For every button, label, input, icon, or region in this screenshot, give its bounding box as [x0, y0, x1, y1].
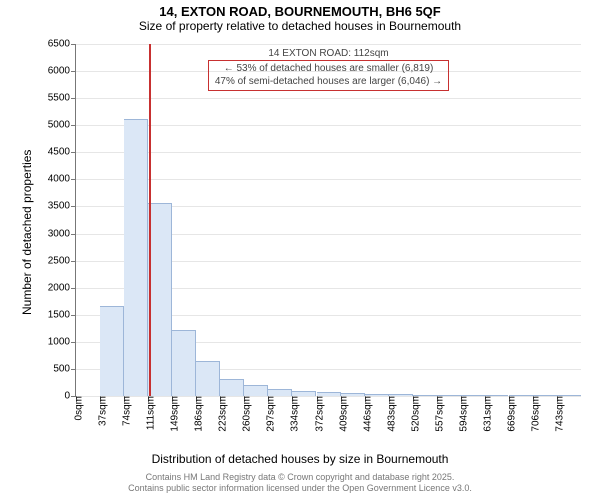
- y-tick-label: 6500: [48, 39, 76, 50]
- y-gridline: [76, 98, 581, 99]
- y-tick-label: 6000: [48, 66, 76, 77]
- x-tick-label: 297sqm: [260, 396, 277, 432]
- x-tick-label: 520sqm: [404, 396, 421, 432]
- property-marker-line: [149, 44, 151, 396]
- histogram-bar: [124, 119, 148, 396]
- x-tick-label: 631sqm: [476, 396, 493, 432]
- x-tick-label: 111sqm: [139, 396, 156, 430]
- y-axis-title: Number of detached properties: [20, 150, 34, 315]
- histogram-bar: [100, 306, 124, 396]
- histogram-bar: [220, 379, 244, 396]
- x-tick-label: 409sqm: [332, 396, 349, 432]
- y-tick-label: 4500: [48, 147, 76, 158]
- x-tick-label: 557sqm: [428, 396, 445, 432]
- y-gridline: [76, 125, 581, 126]
- x-tick-label: 372sqm: [308, 396, 325, 432]
- x-axis-title: Distribution of detached houses by size …: [0, 452, 600, 466]
- x-tick-label: 743sqm: [549, 396, 566, 432]
- histogram-bar: [172, 330, 196, 396]
- footer-line-2: Contains public sector information licen…: [128, 483, 472, 493]
- chart-footer: Contains HM Land Registry data © Crown c…: [0, 472, 600, 495]
- y-tick-label: 5000: [48, 120, 76, 131]
- y-gridline: [76, 152, 581, 153]
- y-tick-label: 500: [53, 363, 76, 374]
- plot-area: 0500100015002000250030003500400045005000…: [75, 44, 581, 397]
- y-tick-label: 1500: [48, 309, 76, 320]
- callout-line-2: 47% of semi-detached houses are larger (…: [215, 76, 442, 87]
- chart-title-line1: 14, EXTON ROAD, BOURNEMOUTH, BH6 5QF: [0, 4, 600, 19]
- x-tick-label: 223sqm: [212, 396, 229, 432]
- histogram-bar: [244, 385, 268, 396]
- x-tick-label: 74sqm: [115, 396, 132, 426]
- footer-line-1: Contains HM Land Registry data © Crown c…: [146, 472, 455, 482]
- y-tick-label: 2500: [48, 255, 76, 266]
- histogram-bar: [268, 389, 292, 396]
- x-tick-label: 446sqm: [356, 396, 373, 432]
- property-callout: 14 EXTON ROAD: 112sqm ← 53% of detached …: [86, 48, 571, 91]
- histogram-bar: [148, 203, 172, 396]
- x-tick-label: 706sqm: [525, 396, 542, 432]
- x-tick-label: 0sqm: [68, 396, 85, 420]
- y-tick-label: 2000: [48, 282, 76, 293]
- y-tick-label: 3000: [48, 228, 76, 239]
- callout-label: 14 EXTON ROAD: 112sqm: [86, 48, 571, 59]
- histogram-bar: [196, 361, 220, 396]
- y-tick-label: 4000: [48, 174, 76, 185]
- callout-box: ← 53% of detached houses are smaller (6,…: [208, 60, 449, 91]
- y-gridline: [76, 179, 581, 180]
- x-tick-label: 186sqm: [188, 396, 205, 432]
- x-tick-label: 334sqm: [284, 396, 301, 432]
- y-tick-label: 5500: [48, 93, 76, 104]
- x-tick-label: 483sqm: [380, 396, 397, 432]
- x-tick-label: 260sqm: [236, 396, 253, 432]
- callout-line-1: ← 53% of detached houses are smaller (6,…: [224, 63, 434, 74]
- chart-root: 14, EXTON ROAD, BOURNEMOUTH, BH6 5QF Siz…: [0, 0, 600, 500]
- chart-title-line2: Size of property relative to detached ho…: [0, 19, 600, 33]
- y-gridline: [76, 44, 581, 45]
- y-tick-label: 3500: [48, 201, 76, 212]
- x-tick-label: 669sqm: [501, 396, 518, 432]
- x-tick-label: 594sqm: [452, 396, 469, 432]
- x-tick-label: 149sqm: [164, 396, 181, 432]
- x-tick-label: 37sqm: [91, 396, 108, 426]
- y-tick-label: 1000: [48, 336, 76, 347]
- chart-titles: 14, EXTON ROAD, BOURNEMOUTH, BH6 5QF Siz…: [0, 0, 600, 33]
